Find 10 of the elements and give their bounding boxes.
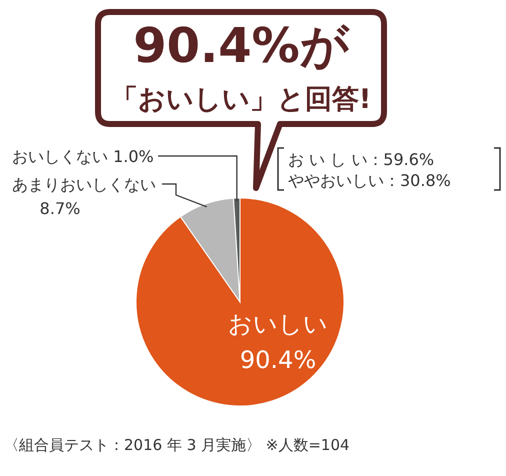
data-label: 90.4% [240, 346, 316, 374]
slice-label: おいしい [228, 310, 328, 338]
slice-label: おいしくない 1.0% [12, 147, 154, 166]
text: 「おいしい」と回答! [110, 84, 372, 115]
data-label: 8.7% [40, 199, 80, 218]
text: 90.4%が [133, 18, 350, 74]
slice-label: あまりおいしくない [12, 175, 156, 194]
text: 〈組合員テスト：2016 年 3 月実施〉 ※人数=104 [4, 436, 350, 454]
text: お い し い：59.6% [288, 150, 434, 169]
text: ややおいしい：30.8% [288, 171, 451, 190]
